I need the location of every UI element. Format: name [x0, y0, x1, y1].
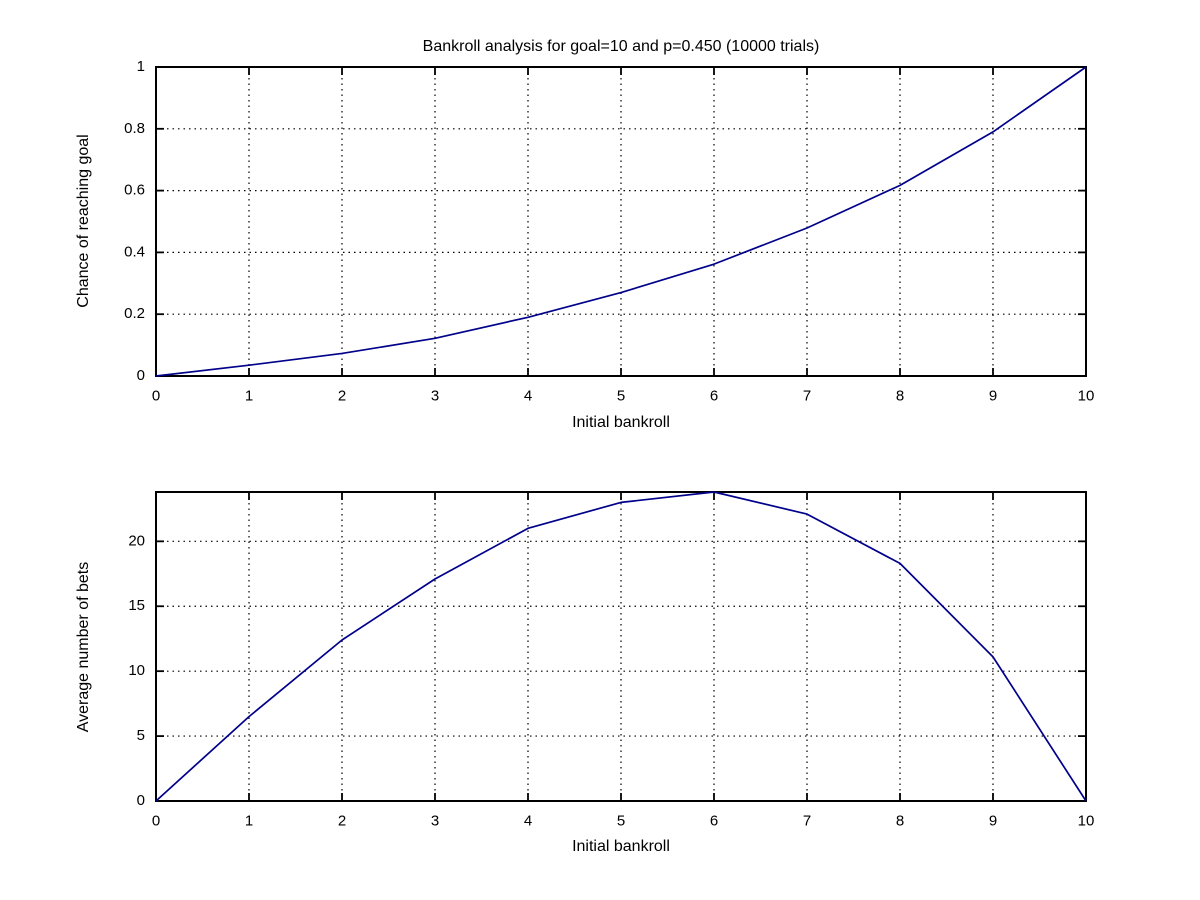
plot-title: Bankroll analysis for goal=10 and p=0.45…	[423, 38, 820, 55]
x-tick-label: 2	[338, 387, 346, 404]
x-tick-label: 10	[1078, 812, 1095, 829]
x-tick-label: 1	[245, 812, 253, 829]
x-tick-label: 5	[617, 812, 625, 829]
x-tick-label: 4	[524, 812, 532, 829]
x-tick-label: 5	[617, 387, 625, 404]
x-tick-label: 6	[710, 387, 718, 404]
y-tick-label: 0.6	[124, 182, 145, 199]
y-tick-label: 15	[128, 597, 145, 614]
series-line	[155, 491, 1087, 802]
x-tick-label: 4	[524, 387, 532, 404]
grid	[156, 67, 1086, 376]
x-tick-label: 7	[803, 812, 811, 829]
x-tick-label: 3	[431, 812, 439, 829]
grid	[156, 492, 1086, 801]
y-tick-label: 0.4	[124, 243, 145, 260]
subplot-bottom-average-number-of-bets: 0 1 2 3 4 5 6 7 8 9 10 0 5 10 15 20	[128, 491, 1095, 829]
x-tick-label: 7	[803, 387, 811, 404]
y-tick-label: 20	[128, 532, 145, 549]
x-tick-label: 6	[710, 812, 718, 829]
y-tick-label: 10	[128, 662, 145, 679]
x-tick-label: 9	[989, 387, 997, 404]
x-tick-label: 0	[152, 387, 160, 404]
top-y-axis-label: Chance of reaching goal	[75, 134, 92, 307]
y-tick-label: 0	[137, 367, 145, 384]
tick-marks	[155, 492, 1087, 802]
subplot-top-chance-of-reaching-goal: 0 1 2 3 4 5 6 7 8 9 10 0 0.2 0.4 0.6 0.8 1	[124, 58, 1094, 404]
bottom-y-axis-label: Average number of bets	[75, 562, 92, 732]
x-tick-label: 10	[1078, 387, 1095, 404]
x-tick-label: 1	[245, 387, 253, 404]
x-tick-label: 8	[896, 387, 904, 404]
y-tick-label: 0.8	[124, 120, 145, 137]
bottom-x-axis-label: Initial bankroll	[572, 838, 670, 855]
y-tick-label: 1	[137, 58, 145, 75]
series-line	[155, 66, 1087, 377]
x-tick-label: 3	[431, 387, 439, 404]
y-tick-label: 0.2	[124, 305, 145, 322]
y-tick-label: 0	[137, 792, 145, 809]
x-tick-label: 9	[989, 812, 997, 829]
x-tick-label: 2	[338, 812, 346, 829]
y-tick-label: 5	[137, 727, 145, 744]
x-tick-label: 0	[152, 812, 160, 829]
top-x-axis-label: Initial bankroll	[572, 414, 670, 431]
x-tick-label: 8	[896, 812, 904, 829]
